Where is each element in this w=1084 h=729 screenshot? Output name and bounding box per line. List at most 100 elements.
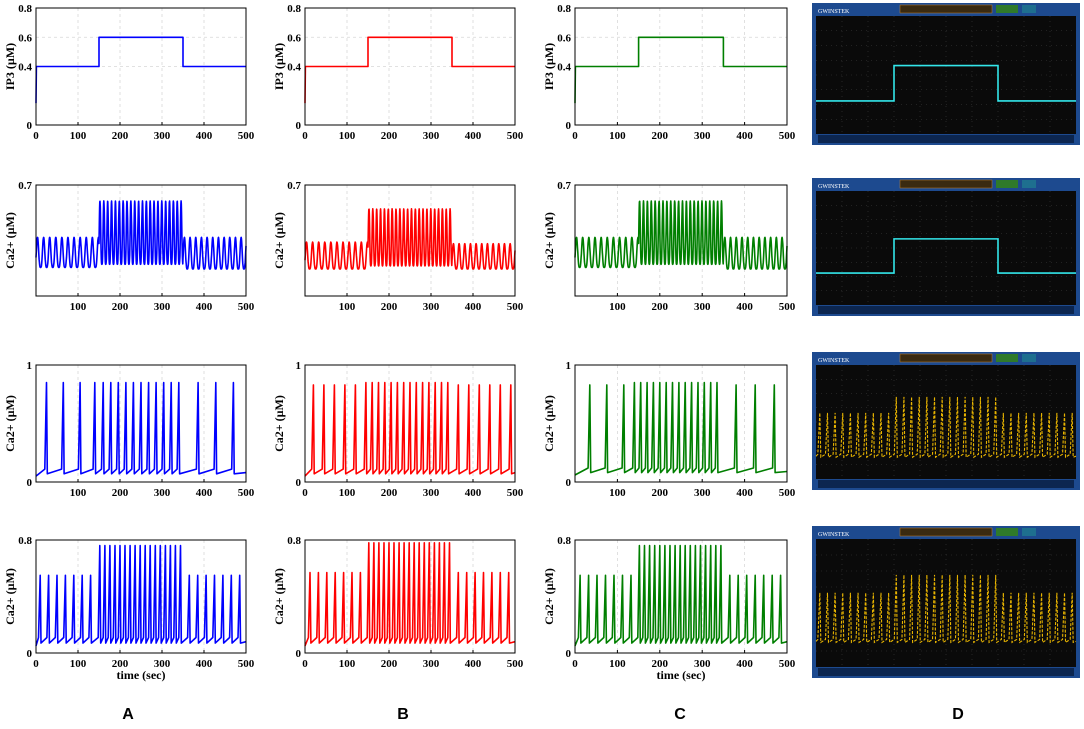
x-tick-label: 500 — [507, 130, 524, 142]
chart-a4: 0 100 200 300 400 500 0 0.8 Ca2+ (µM) time (sec) — [3, 535, 255, 682]
chart-a3: 100 200 300 400 500 0 1 Ca2+ (µM) — [3, 360, 255, 499]
x-tick-label: 400 — [465, 301, 482, 313]
x-tick-label: 300 — [694, 301, 711, 313]
x-tick-label: 500 — [779, 658, 796, 670]
scope-header-bar — [899, 179, 993, 189]
x-tick-label: 400 — [465, 130, 482, 142]
x-tick-label: 300 — [423, 658, 440, 670]
y-tick-label: 0 — [296, 477, 302, 489]
scope-brand: GWINSTEK — [818, 532, 850, 538]
x-tick-label: 100 — [339, 658, 356, 670]
chart-b2: 100 200 300 400 500 0.7 Ca2+ (µM) — [272, 180, 524, 313]
scope-status — [996, 354, 1018, 362]
scope-footer — [818, 306, 1074, 314]
scope-mode — [1022, 528, 1036, 536]
chart-b1: 0 100 200 300 400 500 0 0.4 0.6 0.8 IP3 (µM) — [272, 3, 524, 142]
column-label-c: C — [674, 706, 686, 723]
scope-mode — [1022, 354, 1036, 362]
x-tick-label: 200 — [381, 301, 398, 313]
x-tick-label: 500 — [507, 487, 524, 499]
oscilloscope-screen-1: GWINSTEK — [812, 3, 1080, 145]
chart-c4: 0 100 200 300 400 500 0 0.8 Ca2+ (µM) time (sec) — [542, 535, 796, 682]
x-tick-label: 400 — [196, 658, 213, 670]
x-tick-label: 200 — [112, 487, 129, 499]
x-tick-label: 300 — [694, 658, 711, 670]
axes-frame — [574, 184, 788, 297]
x-tick-label: 400 — [736, 658, 753, 670]
series-line — [304, 208, 516, 270]
x-tick-label: 300 — [423, 130, 440, 142]
y-tick-label: 1 — [296, 360, 302, 372]
chart-a1: 0 100 200 300 400 500 0 0.4 0.6 0.8 IP3 (µM) — [3, 3, 255, 142]
scope-brand: GWINSTEK — [818, 184, 850, 190]
x-tick-label: 100 — [70, 301, 87, 313]
x-tick-label: 200 — [112, 130, 129, 142]
axes-frame — [574, 7, 788, 126]
x-tick-label: 300 — [154, 301, 171, 313]
series-line — [574, 36, 787, 104]
axes-frame — [304, 539, 516, 654]
x-tick-label: 200 — [652, 130, 669, 142]
y-axis-label: Ca2+ (µM) — [272, 212, 286, 269]
y-tick-label: 0 — [566, 477, 572, 489]
chart-a2: 100 200 300 400 500 0.7 Ca2+ (µM) — [3, 180, 255, 313]
scope-brand: GWINSTEK — [818, 358, 850, 364]
y-axis-label: IP3 (µM) — [272, 43, 286, 90]
axes-frame — [35, 184, 247, 297]
x-tick-label: 200 — [381, 487, 398, 499]
y-tick-label: 0.8 — [18, 535, 32, 547]
x-tick-label: 300 — [423, 487, 440, 499]
scope-status — [996, 528, 1018, 536]
column-label-b: B — [397, 706, 409, 723]
y-tick-label: 0 — [27, 648, 33, 660]
x-tick-label: 200 — [112, 301, 129, 313]
y-tick-label: 0.4 — [557, 62, 571, 74]
x-tick-label: 300 — [154, 487, 171, 499]
series-line — [35, 36, 246, 104]
scope-footer — [818, 668, 1074, 676]
y-tick-label: 1 — [27, 360, 33, 372]
x-tick-label: 100 — [609, 301, 626, 313]
x-tick-label: 400 — [196, 487, 213, 499]
x-tick-label: 200 — [652, 487, 669, 499]
axes-frame — [574, 539, 788, 654]
x-tick-label: 200 — [652, 658, 669, 670]
x-tick-label: 100 — [70, 130, 87, 142]
series-line — [574, 544, 788, 647]
series-line — [304, 542, 516, 647]
x-tick-label: 200 — [112, 658, 129, 670]
axes-frame — [304, 184, 516, 297]
series-line — [35, 381, 247, 477]
scope-header-bar — [899, 4, 993, 14]
scope-header-bar — [899, 353, 993, 363]
y-tick-label: 0 — [566, 648, 572, 660]
x-tick-label: 0 — [302, 130, 308, 142]
x-tick-label: 100 — [339, 130, 356, 142]
scope-status — [996, 180, 1018, 188]
axes-frame — [304, 7, 516, 126]
scope-header-bar — [899, 527, 993, 537]
y-axis-label: Ca2+ (µM) — [3, 212, 17, 269]
y-tick-label: 0.6 — [287, 32, 301, 44]
x-tick-label: 300 — [154, 130, 171, 142]
x-tick-label: 100 — [70, 658, 87, 670]
y-axis-label: Ca2+ (µM) — [542, 395, 556, 452]
oscilloscope-screen-4: GWINSTEK — [812, 526, 1080, 678]
axes-frame — [304, 364, 516, 483]
y-axis-label: Ca2+ (µM) — [272, 568, 286, 625]
scope-mode — [1022, 180, 1036, 188]
scope-trace — [816, 238, 1076, 274]
y-axis-label: Ca2+ (µM) — [542, 568, 556, 625]
series-line — [35, 200, 247, 270]
y-tick-label: 0.8 — [287, 535, 301, 547]
y-tick-label: 0 — [27, 477, 33, 489]
scope-status — [996, 5, 1018, 13]
y-axis-label: Ca2+ (µM) — [272, 395, 286, 452]
y-tick-label: 0.6 — [557, 32, 571, 44]
oscilloscope-screen-3: GWINSTEK — [812, 352, 1080, 490]
chart-c3: 100 200 300 400 500 0 1 Ca2+ (µM) — [542, 360, 796, 499]
axes-frame — [35, 539, 247, 654]
series-line — [574, 381, 788, 476]
x-tick-label: 200 — [652, 301, 669, 313]
